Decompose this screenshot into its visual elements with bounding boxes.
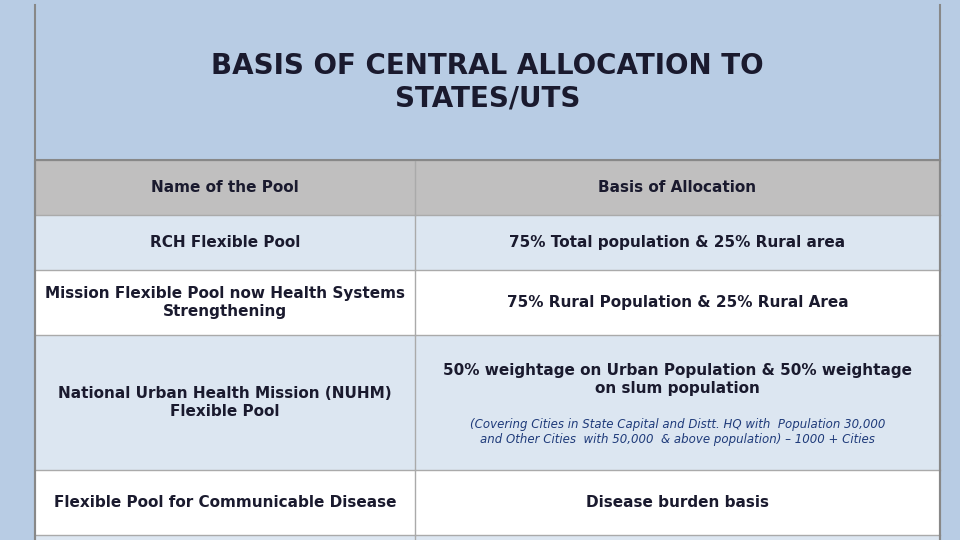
Text: BASIS OF CENTRAL ALLOCATION TO
STATES/UTS: BASIS OF CENTRAL ALLOCATION TO STATES/UT… [211,52,764,113]
Bar [35,160,940,215]
Text: 75% Rural Population & 25% Rural Area: 75% Rural Population & 25% Rural Area [507,295,849,310]
Text: National Urban Health Mission (NUHM)
Flexible Pool: National Urban Health Mission (NUHM) Fle… [59,386,392,418]
Bar [35,270,940,335]
Text: (Covering Cities in State Capital and Distt. HQ with  Population 30,000
and Othe: (Covering Cities in State Capital and Di… [469,418,885,446]
Text: Mission Flexible Pool now Health Systems
Strengthening: Mission Flexible Pool now Health Systems… [45,286,405,319]
Text: Name of the Pool: Name of the Pool [151,180,299,195]
Bar [35,215,940,270]
Text: RCH Flexible Pool: RCH Flexible Pool [150,235,300,250]
Bar [35,335,940,470]
Text: Basis of Allocation: Basis of Allocation [598,180,756,195]
Bar [35,5,940,160]
Bar [35,535,940,540]
Bar [35,470,940,535]
Text: 75% Total population & 25% Rural area: 75% Total population & 25% Rural area [510,235,846,250]
Bar [35,160,940,540]
Text: Flexible Pool for Communicable Disease: Flexible Pool for Communicable Disease [54,495,396,510]
Text: Disease burden basis: Disease burden basis [586,495,769,510]
Text: 50% weightage on Urban Population & 50% weightage
on slum population: 50% weightage on Urban Population & 50% … [444,363,912,396]
